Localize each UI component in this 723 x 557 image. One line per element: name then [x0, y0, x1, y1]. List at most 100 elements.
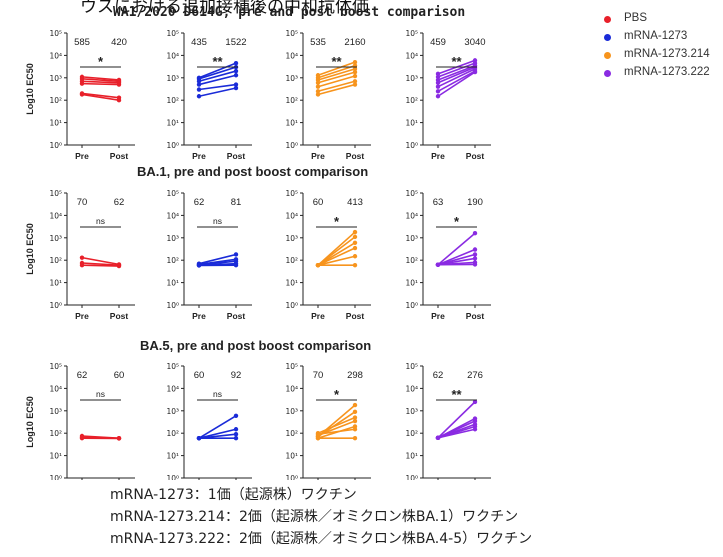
x-tick-label: Pre: [75, 151, 89, 161]
y-tick-label: 10²: [166, 429, 179, 438]
y-tick-label: 10⁰: [166, 474, 179, 480]
data-point-post: [472, 418, 478, 424]
y-tick-label: 10³: [405, 234, 418, 243]
y-tick-label: 10⁴: [166, 384, 179, 393]
data-point-post: [116, 82, 122, 87]
data-line: [81, 256, 120, 266]
data-point-post: [233, 68, 239, 74]
chart-panel-0-1: 10⁰ 10¹ 10² 10³ 10⁴ 10⁵ Pre Post 435 1522**: [166, 29, 252, 161]
data-point-post: [352, 262, 358, 268]
chart-panel-2-1: 10⁰10¹10²10³10⁴10⁵PrePost6092ns: [166, 362, 252, 480]
data-point-post: [233, 262, 239, 268]
y-tick-label: 10¹: [166, 279, 179, 288]
x-tick-label: Post: [227, 311, 246, 321]
gm-label-pre: 459: [430, 37, 446, 48]
data-point-post: [472, 256, 478, 261]
significance-label: *: [334, 387, 340, 402]
significance-label: **: [451, 54, 462, 69]
y-tick-label: 10¹: [405, 452, 418, 461]
data-line: [437, 66, 476, 84]
data-point-pre: [315, 432, 321, 437]
significance-label: **: [331, 54, 342, 69]
significance-label: *: [454, 214, 460, 229]
gm-label-pre: 70: [313, 370, 324, 381]
data-point-pre: [315, 89, 321, 94]
data-point-post: [352, 415, 358, 420]
gm-label-post: 190: [467, 197, 483, 208]
data-line: [437, 64, 476, 81]
data-point-post: [352, 254, 358, 259]
data-point-post: [233, 73, 239, 78]
data-line: [198, 74, 237, 86]
significance-label: *: [98, 54, 104, 69]
y-tick-label: 10⁴: [285, 211, 298, 220]
data-point-post: [352, 245, 358, 251]
significance-label: *: [334, 214, 340, 229]
data-line: [317, 236, 356, 266]
data-line: [437, 68, 476, 88]
y-tick-label: 10²: [166, 256, 179, 265]
legend-label-mrna-1273-214: mRNA-1273.214: [624, 48, 710, 60]
data-line: [81, 76, 120, 81]
data-point-pre: [79, 262, 85, 268]
y-tick-label: 10⁴: [166, 51, 179, 60]
y-tick-label: 10¹: [285, 452, 298, 461]
y-tick-label: 10¹: [49, 452, 62, 461]
gm-label-post: 92: [231, 370, 242, 381]
data-point-post: [472, 427, 478, 432]
x-tick-label: Pre: [431, 311, 445, 321]
data-point-pre: [196, 94, 202, 99]
data-line: [81, 78, 120, 83]
y-tick-label: 10⁰: [285, 141, 298, 150]
gm-label-pre: 585: [74, 37, 90, 48]
significance-label: **: [451, 387, 462, 402]
y-tick-label: 10⁵: [49, 29, 62, 38]
y-tick-label: 10³: [166, 407, 179, 416]
data-point-pre: [315, 80, 321, 85]
data-line: [317, 68, 356, 81]
gm-label-post: 2160: [344, 37, 365, 48]
data-point-pre: [79, 435, 85, 441]
y-tick-label: 10⁰: [166, 141, 179, 150]
legend-marker-pbs: [604, 16, 611, 23]
row-title-ba1: BA.1, pre and post boost comparison: [137, 164, 369, 179]
chart-panel-1-0: 10⁰ 10¹ 10² 10³ 10⁴ 10⁵ Pre Post Log10 EC50 70 62 n…: [25, 189, 135, 321]
y-tick-label: 10¹: [405, 119, 418, 128]
y-tick-label: 10¹: [166, 119, 179, 128]
y-tick-label: 10⁴: [285, 384, 298, 393]
x-tick-label: Pre: [192, 151, 206, 161]
data-point-post: [233, 82, 239, 87]
data-line: [437, 428, 476, 439]
x-tick-label: Pre: [311, 151, 325, 161]
y-tick-label: 10⁴: [405, 384, 418, 393]
y-tick-label: 10⁵: [285, 362, 298, 371]
page-title: ウスにおける追加接種後の中和抗体価: [80, 0, 369, 17]
y-tick-label: 10⁴: [166, 211, 179, 220]
legend-marker-mrna-1273: [604, 34, 611, 41]
y-tick-label: 10⁵: [405, 29, 418, 38]
data-point-post: [233, 413, 239, 418]
y-tick-label: 10²: [285, 256, 298, 265]
y-tick-label: 10³: [49, 407, 62, 416]
y-tick-label: 10⁰: [49, 474, 62, 480]
chart-panel-0-2: 10⁰ 10¹ 10² 10³ 10⁴ 10⁵ Pre Post 535 2160**: [285, 29, 371, 161]
gm-label-post: 276: [467, 370, 483, 381]
data-point-post: [352, 66, 358, 72]
y-tick-label: 10⁰: [405, 141, 418, 150]
y-tick-label: 10²: [49, 256, 62, 265]
y-tick-label: 10⁵: [405, 362, 418, 371]
y-tick-label: 10²: [49, 96, 62, 105]
y-tick-label: 10⁴: [49, 51, 62, 60]
data-line: [198, 428, 237, 439]
data-point-post: [233, 427, 239, 432]
y-tick-label: 10⁵: [166, 362, 179, 371]
y-tick-label: 10⁴: [405, 51, 418, 60]
data-line: [81, 82, 120, 86]
data-point-post: [352, 427, 358, 432]
data-line: [437, 62, 476, 78]
data-point-post: [352, 409, 358, 415]
data-point-post: [472, 69, 478, 75]
legend-label-mrna-1273-222: mRNA-1273.222: [624, 66, 710, 78]
significance-label: **: [212, 54, 223, 69]
row-title-wa1: WA1/2020 D614G, pre and post boost compa…: [113, 5, 466, 20]
